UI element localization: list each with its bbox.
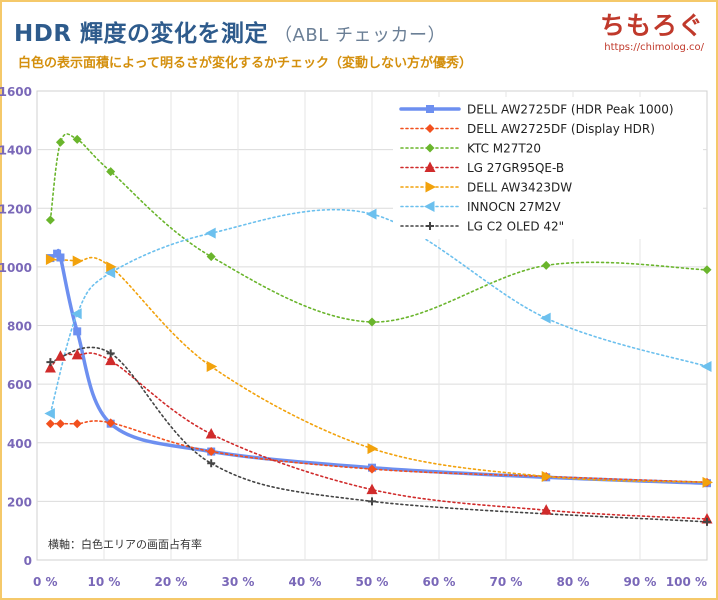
- data-point-2: [45, 215, 55, 225]
- legend-label: DELL AW3423DW: [467, 181, 572, 195]
- data-point-1: [367, 464, 377, 474]
- title-main: HDR 輝度の変化を測定: [14, 21, 269, 47]
- x-tick-label: 70 %: [490, 575, 523, 589]
- x-axis-note: 横軸：白色エリアの画面占有率: [48, 537, 202, 551]
- data-point-6: [106, 349, 115, 358]
- data-point-5: [540, 312, 551, 324]
- x-tick-label: 20 %: [155, 575, 188, 589]
- data-point-4: [541, 470, 553, 482]
- x-tick-label: 90 %: [624, 575, 657, 589]
- data-point-3: [105, 354, 117, 366]
- chart-title: HDR 輝度の変化を測定 （ABL チェッカー）: [14, 14, 446, 48]
- x-tick-label: 60 %: [423, 575, 456, 589]
- y-tick-label: 1400: [0, 144, 32, 158]
- y-tick-label: 1600: [0, 85, 32, 99]
- data-point-5: [366, 208, 377, 220]
- data-point-5: [205, 227, 216, 239]
- data-point-6: [368, 497, 376, 506]
- data-point-5: [71, 308, 82, 320]
- data-point-0: [73, 327, 82, 336]
- data-point-6: [46, 358, 55, 367]
- x-tick-label: 80 %: [557, 575, 590, 589]
- legend-marker-5: [424, 201, 435, 212]
- data-point-1: [45, 419, 55, 429]
- x-tick-label: 50 %: [356, 575, 389, 589]
- series-markers: [44, 134, 713, 526]
- y-axis-ticks: 0 200 400 600 800 1000 1200 1400 1600: [0, 85, 32, 568]
- legend-label: KTC M27T20: [467, 142, 541, 156]
- data-point-3: [71, 348, 83, 360]
- x-tick-label: 100 %: [666, 575, 707, 589]
- legend-marker-0: [426, 105, 434, 113]
- data-point-2: [702, 265, 712, 275]
- data-point-0: [56, 253, 65, 262]
- data-point-2: [206, 252, 216, 262]
- data-point-1: [72, 419, 82, 429]
- site-logo[interactable]: ちもろぐ https://chimolog.co/: [600, 6, 704, 53]
- x-axis-ticks: 0 % 10 % 20 % 30 % 40 % 50 % 60 % 70 % 80 % 90 % 1…: [33, 575, 707, 589]
- series-line-4: [49, 256, 708, 484]
- data-point-3: [44, 362, 56, 373]
- legend-label: LG C2 OLED 42": [467, 220, 564, 234]
- legend: DELL AW2725DF (HDR Peak 1000) DELL AW2725…: [393, 97, 703, 239]
- data-point-1: [206, 447, 216, 457]
- data-point-2: [72, 134, 82, 144]
- x-tick-label: 40 %: [289, 575, 322, 589]
- data-point-2: [541, 260, 551, 270]
- data-point-2: [55, 137, 65, 147]
- y-tick-label: 1200: [0, 202, 32, 216]
- legend-marker-6: [426, 222, 434, 230]
- y-tick-label: 800: [7, 320, 32, 334]
- chart-subtitle: 白色の表示面積によって明るさが変化するかチェック（変動しない方が優秀）: [18, 56, 472, 71]
- y-tick-label: 200: [7, 495, 32, 509]
- x-tick-label: 30 %: [222, 575, 255, 589]
- data-point-6: [703, 517, 711, 526]
- data-point-4: [206, 361, 218, 373]
- legend-marker-4: [425, 181, 436, 193]
- data-point-6: [207, 459, 216, 468]
- data-point-2: [367, 317, 377, 327]
- data-point-5: [104, 267, 116, 279]
- data-point-4: [702, 476, 713, 488]
- data-point-1: [55, 419, 65, 429]
- legend-label: LG 27GR95QE-B: [467, 161, 564, 175]
- data-point-5: [44, 407, 55, 419]
- legend-marker-1: [425, 124, 435, 133]
- data-point-3: [366, 483, 378, 495]
- title-subtitle-inline: （ABL チェッカー）: [274, 25, 446, 46]
- legend-label: INNOCN 27M2V: [467, 200, 561, 214]
- data-point-4: [367, 443, 378, 455]
- data-point-5: [701, 361, 712, 373]
- data-point-1: [106, 418, 116, 428]
- legend-marker-2: [425, 143, 435, 153]
- data-point-3: [205, 427, 217, 439]
- data-point-3: [540, 504, 552, 515]
- data-point-4: [72, 255, 84, 267]
- y-tick-label: 1000: [0, 261, 32, 275]
- x-tick-label: 10 %: [88, 575, 121, 589]
- data-point-4: [45, 254, 57, 266]
- legend-label: DELL AW2725DF (Display HDR): [467, 122, 655, 136]
- x-tick-label: 0 %: [33, 575, 58, 589]
- y-tick-label: 400: [7, 437, 32, 451]
- y-tick-label: 0: [24, 554, 32, 568]
- data-point-3: [54, 350, 66, 361]
- data-point-4: [106, 261, 117, 273]
- legend-box: [393, 97, 703, 239]
- data-point-2: [106, 167, 116, 177]
- y-tick-label: 600: [7, 378, 32, 392]
- legend-marker-3: [424, 161, 436, 172]
- logo-text: ちもろぐ: [599, 11, 704, 40]
- legend-label: DELL AW2725DF (HDR Peak 1000): [467, 103, 674, 117]
- logo-url: https://chimolog.co/: [604, 42, 704, 53]
